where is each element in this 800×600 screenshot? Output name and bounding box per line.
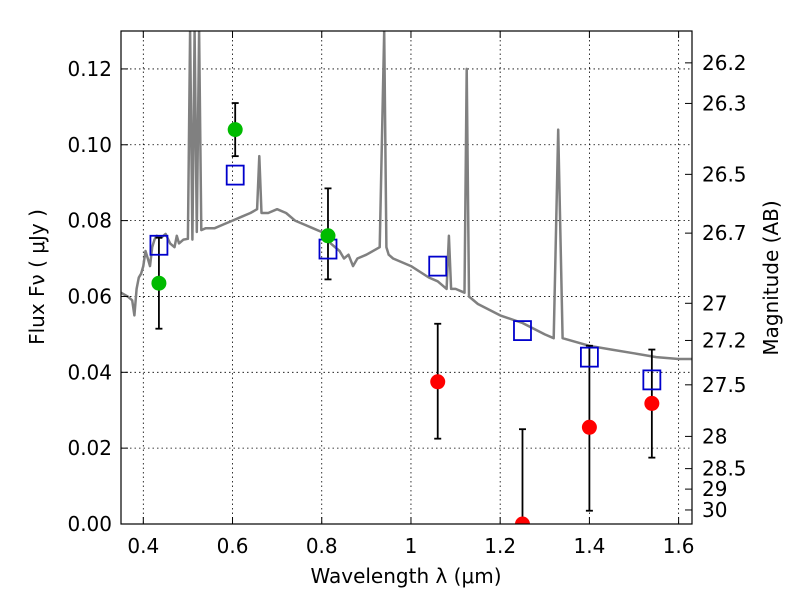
marker-layer [149, 122, 662, 524]
detection-point [320, 228, 336, 244]
magnitude-tick-label: 26.7 [702, 221, 747, 245]
magnitude-tick-label: 29 [702, 477, 727, 501]
magnitude-tick-label: 30 [702, 498, 727, 522]
x-tick-label: 1.6 [663, 534, 695, 558]
y-tick-label: 0.12 [67, 57, 112, 81]
magnitude-tick-label: 27.5 [702, 373, 747, 397]
magnitude-tick-label: 26.2 [702, 51, 747, 75]
y-tick-label: 0.06 [67, 284, 112, 308]
non-detection-point [644, 395, 660, 411]
magnitude-tick-label: 26.3 [702, 91, 747, 115]
grid [121, 31, 692, 524]
model-photometry-point [428, 255, 448, 277]
x-tick-label: 1 [405, 534, 418, 558]
plot-background [121, 31, 692, 524]
magnitude-tick-label: 27.2 [702, 328, 747, 352]
y-tick-label: 0.08 [67, 209, 112, 233]
x-tick-label: 0.4 [127, 534, 159, 558]
non-detection-point [514, 516, 530, 524]
magnitude-tick-label: 28.5 [702, 457, 747, 481]
y-tick-label: 0.04 [67, 360, 112, 384]
plot-frame [120, 30, 693, 525]
model-photometry-point [579, 346, 599, 368]
non-detection-point [430, 374, 446, 390]
y-tick-label: 0.02 [67, 436, 112, 460]
model-photometry-point [642, 369, 662, 391]
x-tick-label: 0.6 [217, 534, 249, 558]
magnitude-tick-label: 27 [702, 291, 727, 315]
x-tick-label: 1.4 [573, 534, 605, 558]
magnitude-tick-label: 26.5 [702, 162, 747, 186]
model-photometry-point [149, 234, 169, 256]
x-axis-ticks: 0.4 0.6 0.8 1 1.2 1.4 1.6 [127, 31, 695, 558]
model-photometry-point [225, 164, 245, 186]
detection-point [227, 122, 243, 138]
y-tick-label: 0.10 [67, 133, 112, 157]
x-tick-label: 0.8 [306, 534, 338, 558]
y-axis-right-label: Magnitude (AB) [759, 200, 783, 355]
magnitude-tick-label: 28 [702, 424, 727, 448]
detection-point [151, 275, 167, 291]
y-axis-ticks: 0.00 0.02 0.04 0.06 0.08 0.10 0.12 [67, 57, 128, 536]
x-axis-label: Wavelength λ (μm) [310, 564, 501, 588]
x-tick-label: 1.2 [484, 534, 516, 558]
y-axis-label: Flux Fν ( μJy ) [25, 209, 49, 345]
y-tick-label: 0.00 [67, 512, 112, 536]
non-detection-point [581, 419, 597, 435]
model-photometry-point [513, 320, 532, 341]
